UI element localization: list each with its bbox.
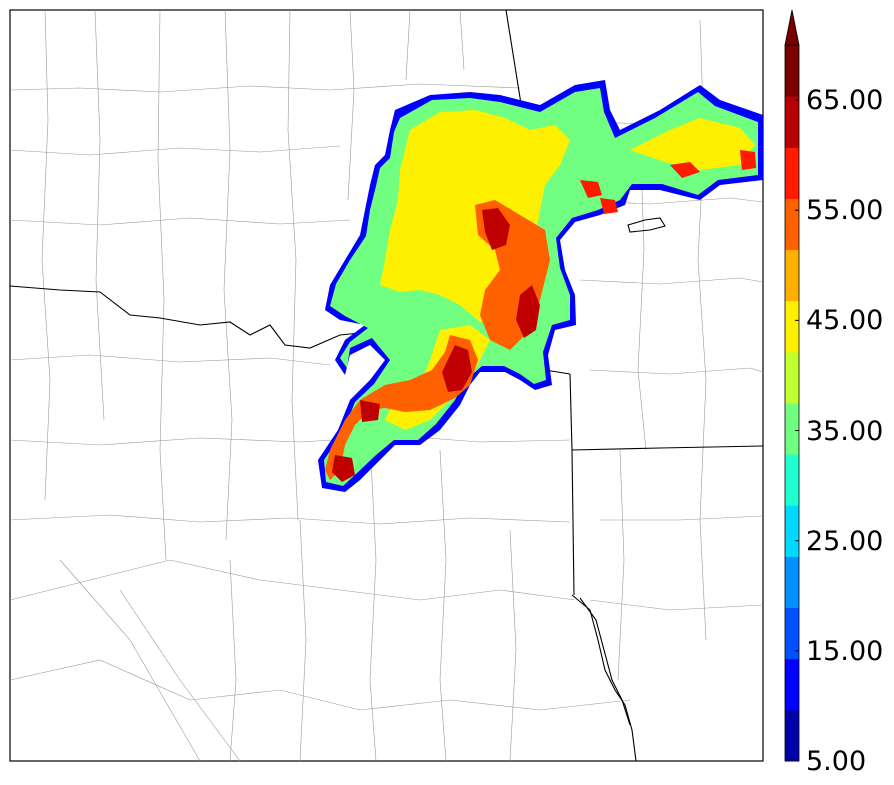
colorbar-border bbox=[784, 44, 800, 762]
colorbar-segment bbox=[785, 505, 799, 557]
colorbar-tick-label: 55.00 bbox=[806, 195, 884, 227]
echo-65 bbox=[482, 208, 510, 250]
colorbar-segment bbox=[785, 45, 799, 97]
colorbar-tick-label: 15.00 bbox=[806, 635, 884, 667]
colorbar-tick-label: 35.00 bbox=[806, 415, 884, 447]
colorbar-segment bbox=[785, 351, 799, 404]
colorbar-extend-arrow bbox=[784, 9, 800, 46]
echo-65-d bbox=[360, 400, 380, 422]
colorbar-segment bbox=[785, 96, 799, 148]
county-lines bbox=[9, 9, 764, 762]
colorbar-tick-label: 65.00 bbox=[806, 85, 884, 117]
colorbar-segment bbox=[785, 658, 799, 711]
echo-east-band bbox=[630, 118, 755, 170]
colorbar-tick-label: 5.00 bbox=[806, 746, 867, 777]
colorbar-segment bbox=[785, 709, 799, 762]
echo-65-e bbox=[332, 455, 355, 482]
reflectivity-field bbox=[318, 80, 763, 492]
colorbar-segment bbox=[785, 300, 799, 353]
echo-65-b bbox=[516, 285, 540, 338]
colorbar-tick-label: 25.00 bbox=[806, 525, 884, 557]
colorbar-segment bbox=[785, 556, 799, 609]
echo-65-c bbox=[442, 345, 472, 392]
colorbar-segment bbox=[785, 454, 799, 506]
colorbar-tick-label: 45.00 bbox=[806, 305, 884, 337]
colorbar-segment bbox=[785, 607, 799, 660]
colorbar-segment bbox=[785, 403, 799, 455]
colorbar bbox=[784, 9, 800, 762]
colorbar-segment bbox=[785, 198, 799, 251]
colorbar-segment bbox=[785, 249, 799, 302]
echo-55-south bbox=[325, 335, 478, 480]
colorbar-segment bbox=[785, 147, 799, 199]
